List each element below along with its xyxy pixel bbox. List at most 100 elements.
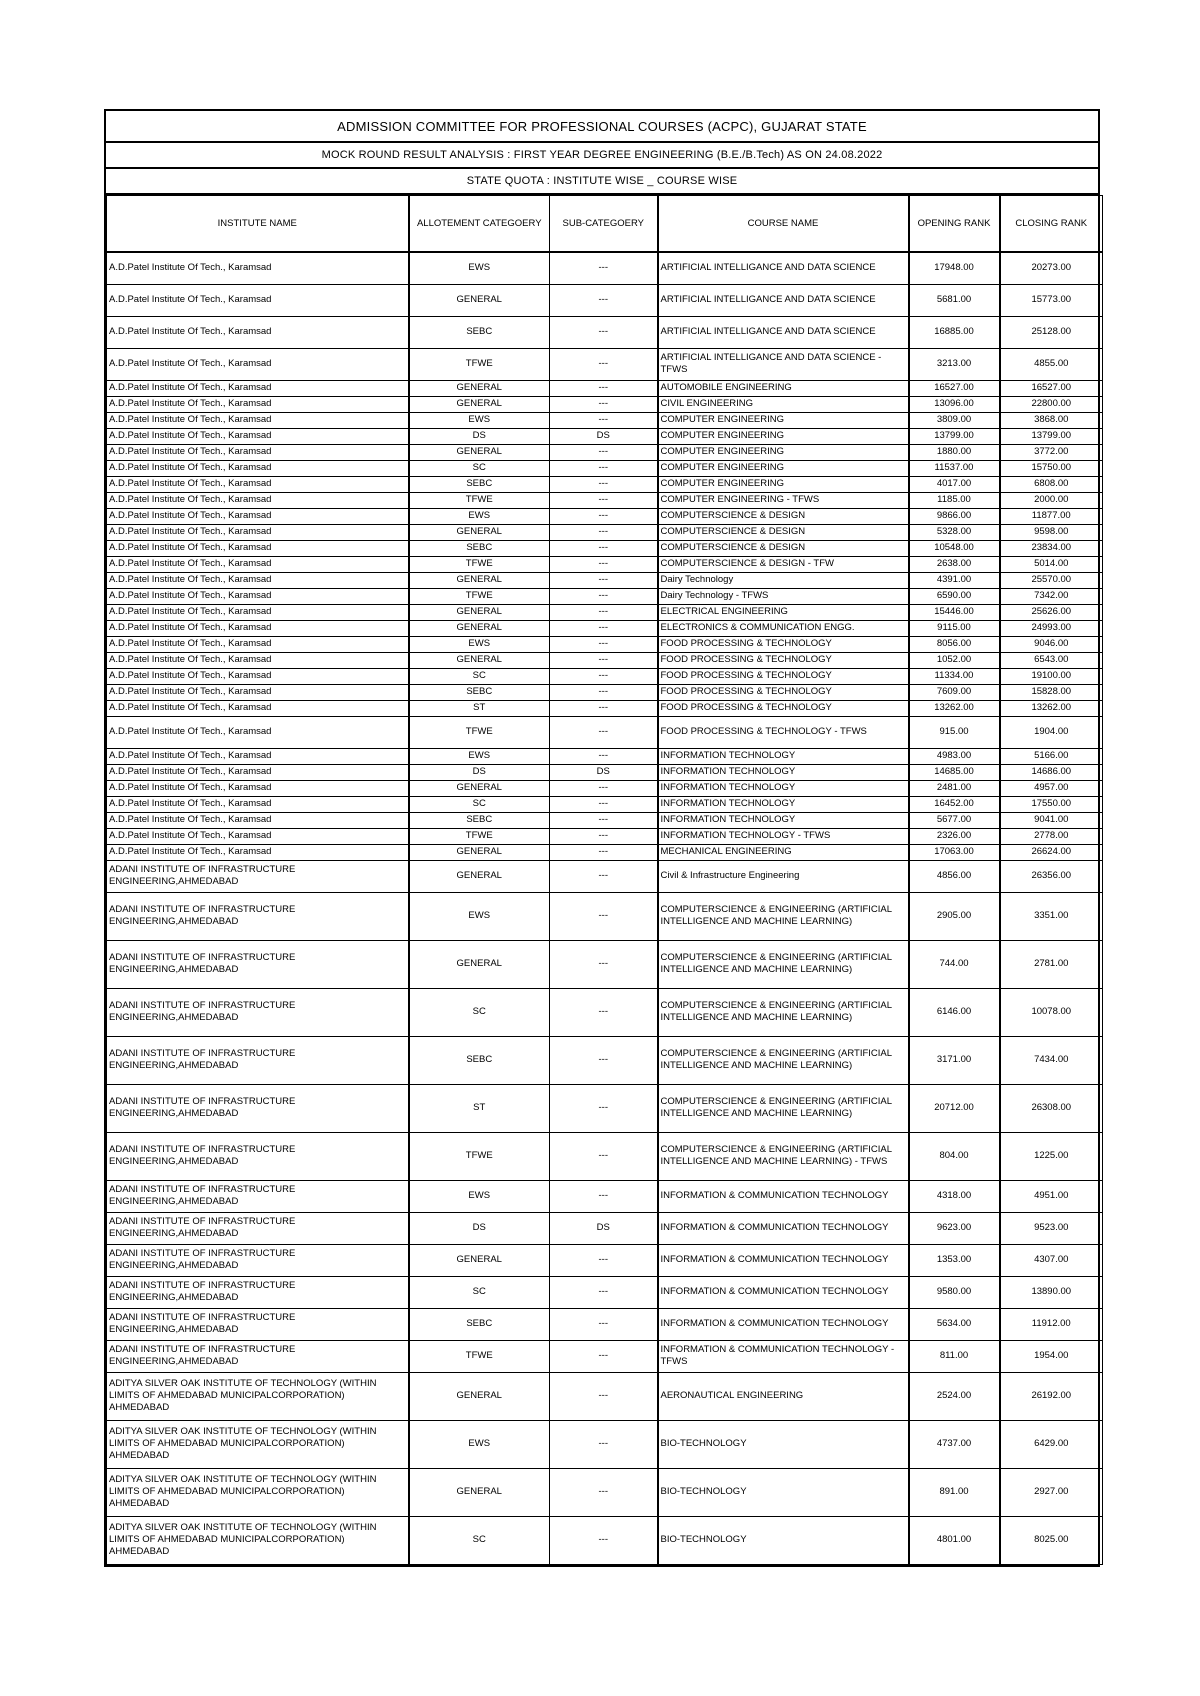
table-row: A.D.Patel Institute Of Tech., Karamsad EW… — [106, 251, 1103, 285]
course-cell: INFORMATION & COMMUNICATION TECHNOLOGY — [657, 1243, 910, 1277]
institute-cell: A.D.Patel Institute Of Tech., Karamsad — [106, 571, 410, 589]
closing-rank-cell: 2781.00 — [999, 939, 1103, 989]
institute-cell: ADANI INSTITUTE OF INFRASTRUCTURE ENGINE… — [106, 1131, 410, 1181]
institute-cell: ADANI INSTITUTE OF INFRASTRUCTURE ENGINE… — [106, 1307, 410, 1341]
course-cell: COMPUTERSCIENCE & ENGINEERING (ARTIFICIA… — [657, 1131, 910, 1181]
course-cell: COMPUTER ENGINEERING — [657, 427, 910, 445]
sub-category-cell: --- — [549, 555, 659, 573]
closing-rank-cell: 17550.00 — [999, 795, 1103, 813]
institute-cell: ADITYA SILVER OAK INSTITUTE OF TECHNOLOG… — [106, 1515, 410, 1565]
column-header-course: COURSE NAME — [657, 195, 910, 253]
column-header-closing-rank: CLOSING RANK — [999, 195, 1103, 253]
sub-category-cell: --- — [549, 523, 659, 541]
closing-rank-cell: 2778.00 — [999, 827, 1103, 845]
opening-rank-cell: 10548.00 — [908, 539, 1001, 557]
closing-rank-cell: 7342.00 — [999, 587, 1103, 605]
sub-category-cell: --- — [549, 347, 659, 381]
institute-cell: ADANI INSTITUTE OF INFRASTRUCTURE ENGINE… — [106, 1243, 410, 1277]
course-cell: BIO-TECHNOLOGY — [657, 1515, 910, 1565]
closing-rank-cell: 20273.00 — [999, 251, 1103, 285]
opening-rank-cell: 1185.00 — [908, 491, 1001, 509]
opening-rank-cell: 13262.00 — [908, 699, 1001, 717]
institute-cell: ADANI INSTITUTE OF INFRASTRUCTURE ENGINE… — [106, 1083, 410, 1133]
table-row: A.D.Patel Institute Of Tech., Karamsad GE… — [106, 395, 1103, 413]
sub-category-cell: --- — [549, 699, 659, 717]
category-cell: GENERAL — [408, 939, 550, 989]
course-cell: INFORMATION & COMMUNICATION TECHNOLOGY — [657, 1307, 910, 1341]
closing-rank-cell: 9041.00 — [999, 811, 1103, 829]
category-cell: GENERAL — [408, 283, 550, 317]
table-row: A.D.Patel Institute Of Tech., Karamsad DS… — [106, 427, 1103, 445]
sub-category-cell: --- — [549, 843, 659, 861]
opening-rank-cell: 891.00 — [908, 1467, 1001, 1517]
category-cell: ST — [408, 1083, 550, 1133]
sub-category-cell: --- — [549, 1131, 659, 1181]
course-cell: COMPUTER ENGINEERING — [657, 475, 910, 493]
table-row: ADANI INSTITUTE OF INFRASTRUCTURE ENGINE… — [106, 939, 1103, 989]
institute-cell: A.D.Patel Institute Of Tech., Karamsad — [106, 843, 410, 861]
opening-rank-cell: 5328.00 — [908, 523, 1001, 541]
opening-rank-cell: 2638.00 — [908, 555, 1001, 573]
institute-cell: A.D.Patel Institute Of Tech., Karamsad — [106, 411, 410, 429]
table-row: ADANI INSTITUTE OF INFRASTRUCTURE ENGINE… — [106, 1339, 1103, 1373]
category-cell: SEBC — [408, 683, 550, 701]
table-row: A.D.Patel Institute Of Tech., Karamsad GE… — [106, 619, 1103, 637]
closing-rank-cell: 26356.00 — [999, 859, 1103, 893]
table-row: A.D.Patel Institute Of Tech., Karamsad GE… — [106, 843, 1103, 861]
opening-rank-cell: 14685.00 — [908, 763, 1001, 781]
institute-cell: A.D.Patel Institute Of Tech., Karamsad — [106, 619, 410, 637]
category-cell: EWS — [408, 635, 550, 653]
course-cell: MECHANICAL ENGINEERING — [657, 843, 910, 861]
sub-category-cell: --- — [549, 1275, 659, 1309]
closing-rank-cell: 25128.00 — [999, 315, 1103, 349]
table-row: A.D.Patel Institute Of Tech., Karamsad GE… — [106, 379, 1103, 397]
category-cell: GENERAL — [408, 1467, 550, 1517]
table-row: ADANI INSTITUTE OF INFRASTRUCTURE ENGINE… — [106, 1307, 1103, 1341]
institute-cell: A.D.Patel Institute Of Tech., Karamsad — [106, 635, 410, 653]
table-row: A.D.Patel Institute Of Tech., Karamsad EW… — [106, 635, 1103, 653]
category-cell: GENERAL — [408, 603, 550, 621]
category-cell: SEBC — [408, 539, 550, 557]
opening-rank-cell: 17063.00 — [908, 843, 1001, 861]
category-cell: GENERAL — [408, 651, 550, 669]
table-row: A.D.Patel Institute Of Tech., Karamsad SE… — [106, 475, 1103, 493]
course-cell: INFORMATION TECHNOLOGY — [657, 747, 910, 765]
table-row: A.D.Patel Institute Of Tech., Karamsad SE… — [106, 315, 1103, 349]
opening-rank-cell: 5634.00 — [908, 1307, 1001, 1341]
category-cell: EWS — [408, 1179, 550, 1213]
closing-rank-cell: 3351.00 — [999, 891, 1103, 941]
opening-rank-cell: 4856.00 — [908, 859, 1001, 893]
course-cell: FOOD PROCESSING & TECHNOLOGY — [657, 635, 910, 653]
category-cell: GENERAL — [408, 843, 550, 861]
course-cell: ARTIFICIAL INTELLIGANCE AND DATA SCIENCE… — [657, 347, 910, 381]
table-row: A.D.Patel Institute Of Tech., Karamsad TF… — [106, 715, 1103, 749]
course-cell: ELECTRONICS & COMMUNICATION ENGG. — [657, 619, 910, 637]
opening-rank-cell: 2905.00 — [908, 891, 1001, 941]
closing-rank-cell: 22800.00 — [999, 395, 1103, 413]
closing-rank-cell: 6429.00 — [999, 1419, 1103, 1469]
closing-rank-cell: 4855.00 — [999, 347, 1103, 381]
sub-category-cell: --- — [549, 1419, 659, 1469]
opening-rank-cell: 9580.00 — [908, 1275, 1001, 1309]
course-cell: INFORMATION TECHNOLOGY — [657, 811, 910, 829]
opening-rank-cell: 2481.00 — [908, 779, 1001, 797]
category-cell: EWS — [408, 251, 550, 285]
institute-cell: A.D.Patel Institute Of Tech., Karamsad — [106, 315, 410, 349]
sub-category-cell: --- — [549, 1083, 659, 1133]
table-row: A.D.Patel Institute Of Tech., Karamsad GE… — [106, 571, 1103, 589]
category-cell: TFWE — [408, 587, 550, 605]
institute-cell: A.D.Patel Institute Of Tech., Karamsad — [106, 443, 410, 461]
column-header-category: ALLOTEMENT CATEGOERY — [408, 195, 550, 253]
course-cell: FOOD PROCESSING & TECHNOLOGY — [657, 651, 910, 669]
opening-rank-cell: 4391.00 — [908, 571, 1001, 589]
opening-rank-cell: 16452.00 — [908, 795, 1001, 813]
closing-rank-cell: 8025.00 — [999, 1515, 1103, 1565]
sub-category-cell: --- — [549, 1307, 659, 1341]
institute-cell: ADITYA SILVER OAK INSTITUTE OF TECHNOLOG… — [106, 1371, 410, 1421]
sub-category-cell: --- — [549, 827, 659, 845]
table-row: A.D.Patel Institute Of Tech., Karamsad EW… — [106, 747, 1103, 765]
closing-rank-cell: 2000.00 — [999, 491, 1103, 509]
category-cell: SEBC — [408, 475, 550, 493]
sub-category-cell: --- — [549, 619, 659, 637]
course-cell: FOOD PROCESSING & TECHNOLOGY - TFWS — [657, 715, 910, 749]
